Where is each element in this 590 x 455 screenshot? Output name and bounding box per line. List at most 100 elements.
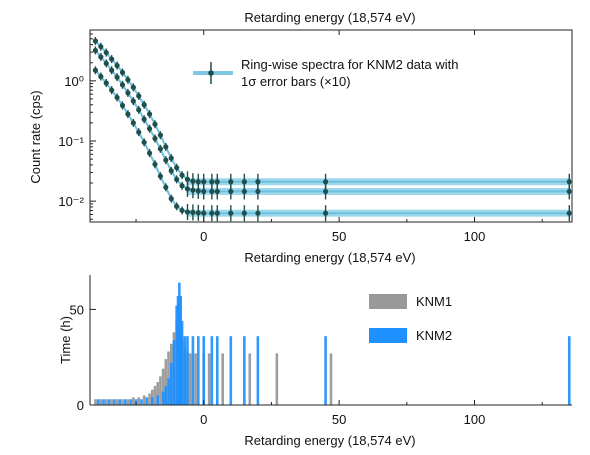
spectrum-data-point (92, 47, 99, 54)
spectrum-data-point (152, 121, 158, 127)
knm2-bar (102, 399, 105, 405)
legend-marker-swatch (208, 70, 214, 76)
spectrum-data-point (152, 135, 158, 142)
spectrum-panel: Retarding energy (18,574 eV) Count rate … (28, 10, 573, 265)
knm1-bar (137, 397, 141, 405)
knm2-bar (172, 340, 176, 405)
spectrum-data-point (214, 210, 220, 216)
spectrum-data-point (136, 129, 142, 135)
spectrum-data-point (195, 210, 201, 216)
spectrum-data-point (566, 188, 572, 195)
knm1-bar (164, 359, 168, 405)
spectrum-data-point (146, 150, 153, 156)
spectrum-y-tick-label: 10⁰ (64, 74, 84, 89)
spectrum-data-point (190, 209, 196, 215)
spectrum-data-point (190, 178, 196, 184)
knm2-bar (256, 336, 260, 405)
spectrum-data-point (228, 210, 234, 216)
spectrum-data-point (130, 84, 136, 90)
knm2-bar (123, 399, 127, 405)
spectrum-data-point (98, 73, 104, 80)
spectrum-data-point (184, 176, 191, 182)
spectrum-data-point (157, 146, 164, 152)
spectrum-data-point (174, 176, 180, 182)
spectrum-data-point (92, 38, 99, 44)
spectrum-data-point (241, 179, 247, 185)
spectrum-data-point (146, 126, 153, 132)
spectrum-data-point (163, 184, 169, 190)
spectrum-data-point (184, 186, 191, 192)
knm2-bar (167, 378, 170, 405)
spectrum-x-tick-label: 100 (464, 229, 486, 244)
knm1-bar (126, 399, 130, 405)
knm2-bar (164, 385, 168, 405)
knm1-bar (115, 399, 119, 405)
knm1-bar (99, 399, 103, 405)
spectrum-data-point (179, 172, 185, 178)
spectrum-data-point (214, 179, 220, 185)
time-x-tick-label: 0 (200, 412, 207, 427)
spectrum-data-point (98, 54, 104, 60)
knm1-bar (207, 353, 211, 405)
knm1-bar (153, 385, 157, 405)
knm2-bar (176, 296, 180, 405)
spectrum-data-point (179, 207, 185, 214)
spectrum-data-point (109, 56, 115, 62)
spectrum-data-point (195, 179, 201, 185)
spectrum-data-point (174, 165, 180, 171)
spectrum-data-point (322, 210, 329, 216)
legend-knm1-swatch (369, 294, 407, 309)
spectrum-fit-line (94, 49, 570, 193)
knm2-bar (191, 336, 195, 405)
spectrum-data-point (255, 188, 261, 195)
knm2-bar (113, 399, 116, 405)
knm1-bar (248, 353, 252, 405)
spectrum-data-point (92, 67, 99, 73)
knm2-bar (169, 362, 173, 405)
spectrum-data-point (184, 209, 191, 215)
knm1-bar (194, 353, 197, 405)
spectrum-data-point (98, 44, 104, 50)
spectrum-data-point (109, 67, 115, 73)
knm1-bar (159, 376, 162, 405)
spectrum-data-point (174, 203, 180, 209)
spectrum-data-point (103, 60, 109, 66)
spectrum-data-point (157, 132, 164, 138)
knm1-bar (110, 399, 113, 405)
spectrum-data-point (214, 188, 220, 195)
knm2-bar (215, 336, 219, 405)
time-x-tick-label: 100 (464, 412, 486, 427)
spectrum-data-point (195, 188, 201, 194)
knm1-bar (329, 353, 333, 405)
spectrum-data-point (190, 187, 196, 193)
spectrum-data-point (136, 107, 142, 113)
spectrum-data-point (136, 93, 142, 99)
knm2-bar (183, 336, 187, 405)
knm2-bar (175, 305, 178, 405)
knm2-bar (161, 391, 165, 405)
knm2-bar (197, 336, 200, 405)
spectrum-data-point (119, 82, 126, 88)
spectrum-data-point (209, 210, 215, 216)
spectrum-y-tick-label: 10⁻¹ (58, 134, 84, 149)
spectrum-data-point (141, 139, 147, 145)
spectrum-data-point (119, 102, 126, 109)
spectrum-data-point (114, 62, 120, 69)
knm2-bar (210, 336, 214, 405)
spectrum-data-point (168, 196, 174, 202)
knm1-bar (221, 353, 224, 405)
spectrum-data-point (114, 74, 120, 80)
knm1-bar (161, 368, 165, 405)
top-axis-title: Retarding energy (18,574 eV) (244, 10, 415, 25)
spectrum-data-point (168, 155, 174, 161)
spectrum-data-point (566, 210, 572, 216)
spectrum-data-point (125, 77, 131, 83)
spectrum-legend: Ring-wise spectra for KNM2 data with 1σ … (193, 57, 458, 89)
spectrum-data-point (241, 188, 247, 195)
knm1-bar (104, 399, 108, 405)
knm2-bar (180, 320, 184, 405)
legend-knm2-label: KNM2 (416, 328, 452, 343)
spectrum-data-point (130, 98, 136, 104)
knm2-bar (107, 399, 111, 405)
